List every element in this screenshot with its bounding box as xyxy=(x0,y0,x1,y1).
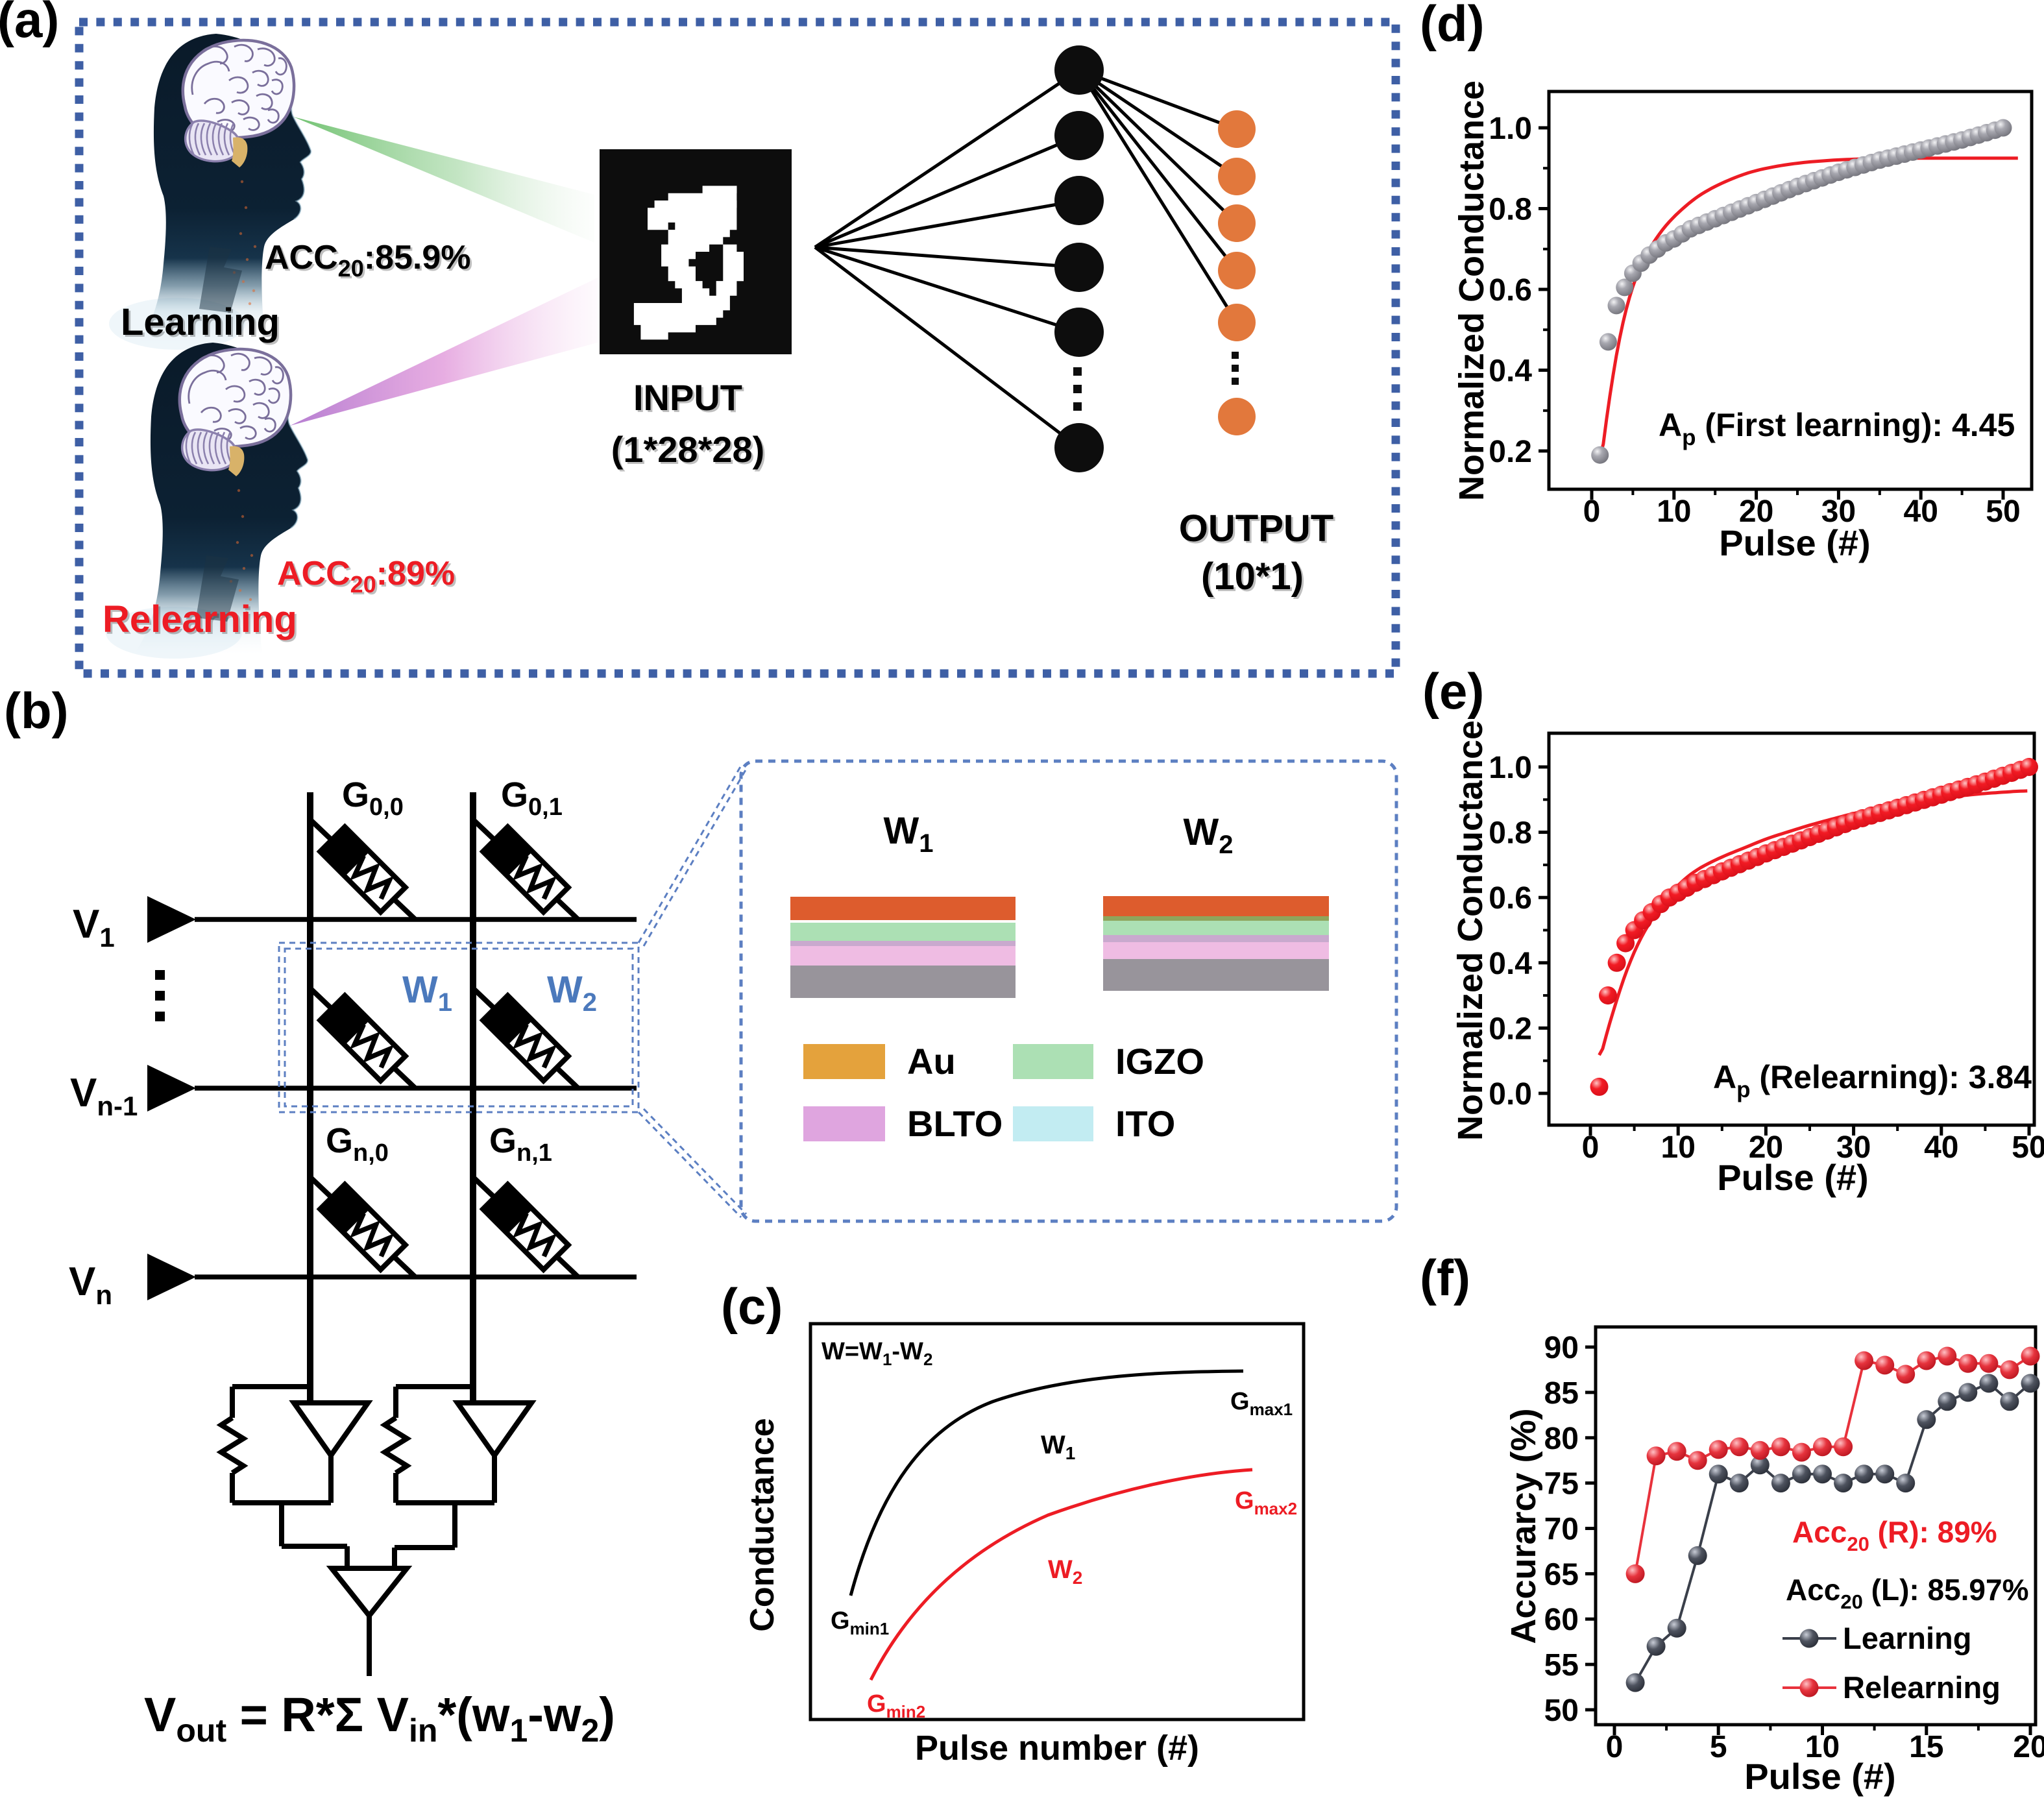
svg-text:(a): (a) xyxy=(0,0,59,48)
svg-text:40: 40 xyxy=(1924,1130,1958,1165)
svg-text:ACC20:85.9%: ACC20:85.9% xyxy=(265,239,470,282)
svg-text:G0,0: G0,0 xyxy=(342,775,404,821)
svg-text:0: 0 xyxy=(1582,1130,1600,1165)
svg-text:Gn,0: Gn,0 xyxy=(326,1121,389,1167)
svg-text:Learning: Learning xyxy=(121,301,280,343)
svg-text:10: 10 xyxy=(1657,494,1691,529)
svg-text:ACC20:89%: ACC20:89% xyxy=(277,555,455,598)
svg-text:0.8: 0.8 xyxy=(1489,193,1532,227)
svg-text:Vn: Vn xyxy=(69,1259,112,1310)
svg-text:0.2: 0.2 xyxy=(1489,1012,1532,1046)
svg-text:Conductance: Conductance xyxy=(744,1418,781,1631)
svg-text:1.0: 1.0 xyxy=(1489,751,1532,785)
svg-text:Ap (First learning): 4.45: Ap (First learning): 4.45 xyxy=(1659,407,2015,450)
svg-text:20: 20 xyxy=(1739,494,1773,529)
svg-text:Relearning: Relearning xyxy=(1843,1670,2001,1705)
svg-text:Learning: Learning xyxy=(1843,1621,1971,1655)
svg-text:20: 20 xyxy=(2013,1730,2044,1764)
svg-text:0.6: 0.6 xyxy=(1489,273,1532,308)
svg-text:Gmin2: Gmin2 xyxy=(867,1690,925,1721)
svg-text:Acc20 (R): 89%: Acc20 (R): 89% xyxy=(1792,1515,1997,1555)
svg-text:10: 10 xyxy=(1661,1130,1696,1165)
svg-text:40: 40 xyxy=(1904,494,1938,529)
svg-text:W2: W2 xyxy=(547,969,597,1017)
svg-text:(10*1): (10*1) xyxy=(1203,557,1306,600)
svg-text:0.6: 0.6 xyxy=(1489,881,1532,916)
svg-text:65: 65 xyxy=(1544,1557,1579,1592)
svg-text:50: 50 xyxy=(2012,1130,2044,1165)
svg-text:10: 10 xyxy=(1805,1730,1840,1764)
svg-text:Pulse number (#): Pulse number (#) xyxy=(915,1729,1199,1768)
svg-text:5: 5 xyxy=(1710,1730,1727,1764)
svg-text:50: 50 xyxy=(1986,494,2020,529)
svg-text:85: 85 xyxy=(1544,1376,1579,1411)
svg-text:ACC20:85.9%: ACC20:85.9% xyxy=(267,241,472,284)
svg-text:INPUT: INPUT xyxy=(635,379,744,420)
svg-text:W2: W2 xyxy=(1048,1555,1082,1588)
svg-text:55: 55 xyxy=(1544,1648,1579,1683)
svg-text:Vn-1: Vn-1 xyxy=(70,1071,138,1121)
svg-text:30: 30 xyxy=(1821,494,1856,529)
svg-text:INPUT: INPUT xyxy=(633,377,742,418)
svg-text:W=W1-W2: W=W1-W2 xyxy=(821,1338,932,1369)
svg-text:0.0: 0.0 xyxy=(1489,1077,1532,1112)
svg-text:BLTO: BLTO xyxy=(907,1103,1003,1144)
svg-text:0: 0 xyxy=(1606,1730,1624,1764)
svg-text:Accurarcy (%): Accurarcy (%) xyxy=(1504,1408,1543,1644)
svg-text:(b): (b) xyxy=(4,682,69,739)
svg-text:V1: V1 xyxy=(73,902,115,953)
svg-text:Pulse (#): Pulse (#) xyxy=(1717,1157,1868,1198)
svg-text:60: 60 xyxy=(1544,1603,1579,1637)
svg-text:80: 80 xyxy=(1544,1422,1579,1456)
svg-text:0.4: 0.4 xyxy=(1489,354,1532,389)
svg-text:1.0: 1.0 xyxy=(1489,112,1532,146)
svg-text:W1: W1 xyxy=(1041,1431,1075,1463)
svg-text:Normalized Conductance: Normalized Conductance xyxy=(1451,720,1490,1141)
svg-text:15: 15 xyxy=(1909,1730,1943,1764)
svg-text:(f): (f) xyxy=(1420,1249,1470,1306)
svg-text:0: 0 xyxy=(1583,494,1601,529)
svg-text:W1: W1 xyxy=(402,969,452,1017)
svg-text:Gmax2: Gmax2 xyxy=(1235,1487,1297,1518)
svg-text:Pulse (#): Pulse (#) xyxy=(1744,1756,1895,1797)
svg-text:Gn,1: Gn,1 xyxy=(489,1121,552,1167)
svg-text:50: 50 xyxy=(1544,1694,1579,1728)
svg-text:Au: Au xyxy=(907,1041,956,1082)
svg-text:0.2: 0.2 xyxy=(1489,435,1532,469)
svg-text:75: 75 xyxy=(1544,1467,1579,1501)
svg-text:30: 30 xyxy=(1836,1130,1871,1165)
svg-text:0.4: 0.4 xyxy=(1489,947,1532,981)
svg-text:Vout = R*Σ Vin*(w1-w2): Vout = R*Σ Vin*(w1-w2) xyxy=(144,1688,615,1749)
svg-text:Pulse (#): Pulse (#) xyxy=(1719,522,1870,563)
svg-text:Relearning: Relearning xyxy=(103,598,297,640)
svg-text:Normalized Conductance: Normalized Conductance xyxy=(1452,80,1491,501)
svg-text:90: 90 xyxy=(1544,1331,1579,1365)
svg-text:Acc20 (L): 85.97%: Acc20 (L): 85.97% xyxy=(1786,1573,2029,1613)
svg-text:OUTPUT: OUTPUT xyxy=(1181,509,1335,552)
svg-text:ITO: ITO xyxy=(1115,1103,1175,1144)
svg-text:Learning: Learning xyxy=(123,303,282,345)
svg-text:(d): (d) xyxy=(1420,0,1485,52)
svg-text:(10*1): (10*1) xyxy=(1201,555,1304,598)
svg-text:Ap (Relearning): 3.84: Ap (Relearning): 3.84 xyxy=(1713,1059,2032,1102)
svg-text:(1*28*28): (1*28*28) xyxy=(613,431,767,472)
svg-text:Gmax1: Gmax1 xyxy=(1230,1388,1293,1419)
svg-text:(1*28*28): (1*28*28) xyxy=(611,429,765,470)
svg-text:W1: W1 xyxy=(884,810,934,858)
svg-text:20: 20 xyxy=(1749,1130,1783,1165)
svg-text:(c): (c) xyxy=(721,1278,783,1335)
svg-text:IGZO: IGZO xyxy=(1115,1041,1204,1082)
svg-text:Gmin1: Gmin1 xyxy=(831,1607,889,1638)
svg-text:(e): (e) xyxy=(1422,662,1484,720)
svg-text:0.8: 0.8 xyxy=(1489,816,1532,851)
svg-text:W2: W2 xyxy=(1184,811,1234,859)
svg-text:Relearning: Relearning xyxy=(104,600,299,642)
svg-text:OUTPUT: OUTPUT xyxy=(1179,507,1333,550)
svg-text:70: 70 xyxy=(1544,1513,1579,1547)
svg-text:G0,1: G0,1 xyxy=(501,775,563,821)
